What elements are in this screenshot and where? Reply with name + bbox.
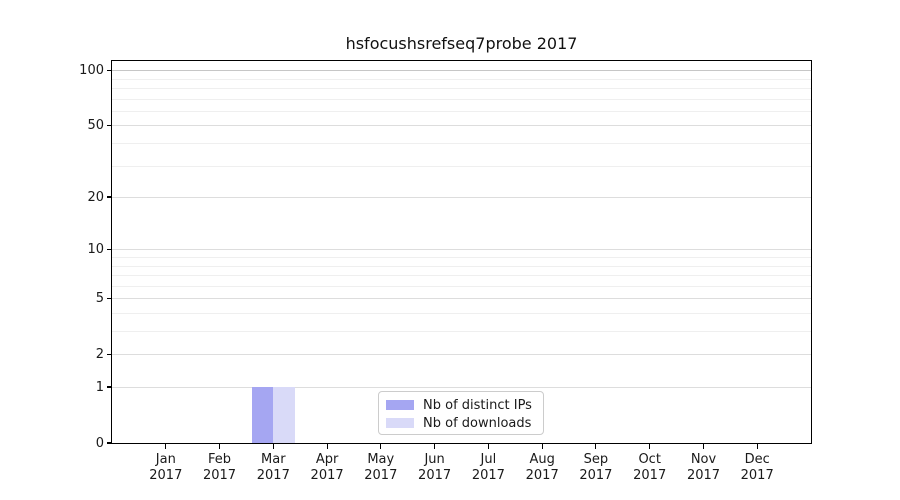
gridline-minor (112, 265, 811, 267)
y-tick-mark (106, 442, 112, 444)
x-tick-mark (595, 444, 597, 449)
gridline-minor (112, 256, 811, 258)
gridline-minor (112, 142, 811, 144)
x-tick-label: Apr 2017 (310, 452, 344, 483)
gridline-minor (112, 165, 811, 167)
x-tick-label: Dec 2017 (740, 452, 774, 483)
x-tick-mark (756, 444, 758, 449)
y-tick-label: 100 (79, 62, 104, 78)
y-tick-label: 10 (87, 241, 104, 257)
y-tick-mark (106, 248, 112, 250)
y-tick-label: 0 (95, 435, 104, 451)
gridline-major (112, 125, 811, 127)
x-tick-mark (326, 444, 328, 449)
x-tick-mark (272, 444, 274, 449)
y-tick-mark (106, 124, 112, 126)
gridline-major (112, 354, 811, 356)
gridline-minor (112, 110, 811, 112)
legend-swatch-distinct-ips (386, 400, 414, 410)
x-tick-mark (487, 444, 489, 449)
x-tick-label: Mar 2017 (256, 452, 290, 483)
x-tick-label: Jun 2017 (418, 452, 452, 483)
gridline-major (112, 249, 811, 251)
x-tick-mark (434, 444, 436, 449)
gridline-minor (112, 78, 811, 80)
legend: Nb of distinct IPs Nb of downloads (378, 391, 544, 435)
y-tick-mark (106, 196, 112, 198)
y-tick-mark (106, 353, 112, 355)
y-tick-label: 20 (87, 189, 104, 205)
chart-title: hsfocushsrefseq7probe 2017 (345, 34, 578, 53)
gridline-major (112, 387, 811, 388)
gridline-minor (112, 275, 811, 276)
gridline-major (112, 70, 811, 72)
x-tick-label: Jul 2017 (471, 452, 505, 483)
bar-nb-of-distinct-ips-mar-2017 (251, 387, 274, 443)
legend-item-downloads: Nb of downloads (379, 414, 543, 432)
x-tick-mark (380, 444, 382, 449)
y-tick-label: 5 (95, 290, 104, 306)
y-tick-mark (106, 69, 112, 71)
x-tick-label: Feb 2017 (202, 452, 237, 483)
x-tick-label: Jan 2017 (149, 452, 183, 483)
plot-area: Nb of distinct IPs Nb of downloads (111, 60, 812, 444)
legend-label-downloads: Nb of downloads (423, 415, 532, 431)
x-tick-mark (702, 444, 705, 449)
y-tick-mark (106, 386, 112, 388)
y-tick-label: 1 (95, 379, 104, 395)
legend-swatch-downloads (386, 418, 414, 428)
gridline-major (112, 298, 811, 300)
x-tick-mark (649, 444, 651, 449)
x-tick-mark (541, 444, 543, 449)
x-tick-label: May 2017 (364, 452, 398, 483)
x-tick-label: Nov 2017 (686, 452, 721, 483)
legend-item-distinct-ips: Nb of distinct IPs (379, 396, 543, 414)
gridline-major (112, 197, 811, 198)
gridline-minor (112, 312, 811, 314)
x-tick-label: Oct 2017 (633, 452, 667, 483)
bar-nb-of-downloads-mar-2017 (273, 387, 295, 443)
y-tick-mark (106, 297, 112, 299)
gridline-minor (112, 87, 811, 89)
gridline-minor (112, 285, 811, 287)
y-tick-label: 50 (87, 117, 104, 133)
x-tick-label: Aug 2017 (525, 452, 559, 483)
gridline-minor (112, 98, 811, 100)
legend-label-distinct-ips: Nb of distinct IPs (423, 397, 532, 413)
x-tick-label: Sep 2017 (579, 452, 613, 483)
y-tick-label: 2 (95, 346, 104, 362)
x-tick-mark (165, 444, 167, 449)
gridline-minor (112, 331, 811, 332)
x-tick-mark (218, 444, 221, 449)
